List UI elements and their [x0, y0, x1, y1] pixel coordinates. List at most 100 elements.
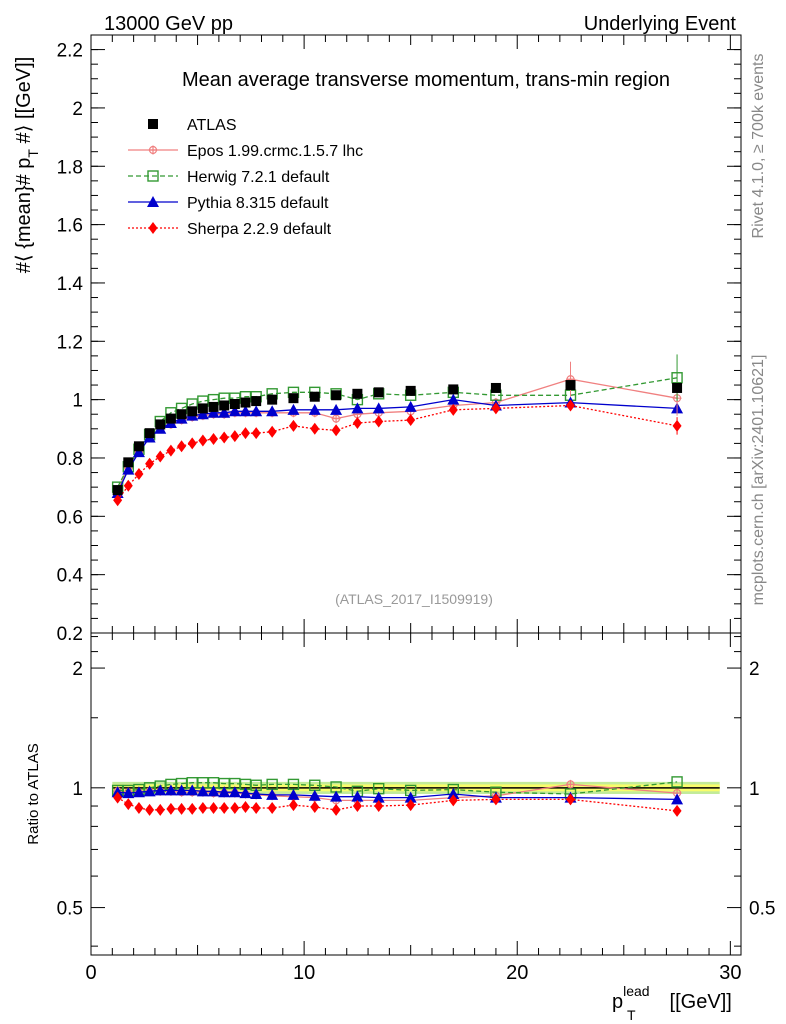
main-panel: 0.2 0.4 0.6 0.8 1 1.2 1.4 1.6 1.8 2 2.2 — [57, 34, 742, 645]
data-point-pythia — [308, 403, 321, 415]
y-tick-label: 0.8 — [57, 449, 83, 470]
data-point-pythia — [372, 402, 385, 414]
data-point-atlas — [123, 457, 134, 468]
data-point-sherpa — [209, 433, 219, 446]
ratio-point-pythia — [207, 785, 220, 797]
data-point-pythia — [132, 446, 145, 458]
ratio-point-pythia — [122, 787, 135, 799]
x-axis-label-sub: T — [627, 1007, 636, 1023]
data-point-atlas — [373, 387, 384, 398]
data-point-pythia — [196, 408, 209, 420]
data-point-atlas — [240, 397, 251, 408]
y-tick-label: 1.6 — [57, 216, 83, 237]
ratio-point-sherpa — [198, 801, 208, 814]
data-point-pythia — [330, 403, 343, 415]
data-point-sherpa — [145, 457, 155, 470]
legend-marker — [148, 119, 158, 129]
data-point-atlas — [448, 384, 459, 395]
ratio-point-sherpa — [187, 802, 197, 815]
data-point-pythia — [207, 406, 220, 418]
data-point-pythia — [447, 393, 460, 405]
y-axis-label-pre: #⟨ {mean}# p — [13, 158, 35, 274]
x-tick-label: 20 — [506, 962, 528, 984]
ratio-point-pythia — [164, 784, 177, 796]
ratio-point-sherpa — [219, 801, 229, 814]
x-axis-label: plead T [[GeV]] — [612, 983, 732, 1023]
ratio-point-pythia — [132, 786, 145, 798]
data-point-atlas — [490, 382, 501, 393]
legend-marker — [147, 170, 159, 182]
data-point-pythia — [266, 405, 279, 417]
data-point-sherpa — [352, 416, 362, 429]
data-point-sherpa — [288, 419, 298, 432]
data-point-sherpa — [406, 414, 416, 427]
data-point-atlas — [176, 409, 187, 420]
ratio-point-sherpa — [166, 802, 176, 815]
data-point-sherpa — [448, 403, 458, 416]
ratio-tick-label-right: 1 — [749, 779, 760, 800]
series-line-sherpa — [117, 404, 678, 501]
y-tick-label: 2.2 — [57, 41, 83, 62]
legend-marker — [148, 222, 158, 234]
ratio-point-pythia — [372, 791, 385, 803]
data-point-sherpa — [230, 430, 240, 443]
ratio-point-pythia — [154, 784, 167, 796]
series-line-herwig — [117, 377, 678, 488]
x-tick-label: 0 — [85, 962, 96, 984]
ratio-point-pythia — [671, 793, 684, 805]
ratio-point-pythia — [287, 788, 300, 800]
ratio-tick-label-right: 2 — [749, 659, 760, 680]
header-analysis: Underlying Event — [584, 13, 737, 35]
chart-title: Mean average transverse momentum, trans-… — [182, 69, 670, 91]
rivet-label: Rivet 4.1.0, ≥ 700k events — [750, 54, 767, 239]
ratio-point-sherpa — [352, 800, 362, 813]
ratio-point-sherpa — [491, 793, 501, 806]
data-point-atlas — [229, 399, 240, 410]
ratio-point-pythia — [218, 786, 231, 798]
y-tick-label: 1.4 — [57, 274, 84, 295]
data-point-sherpa — [331, 424, 341, 437]
ratio-point-sherpa — [310, 800, 320, 813]
ratio-point-pythia — [239, 787, 252, 799]
data-point-pythia — [404, 400, 417, 412]
x-axis-label-post: [[GeV]] — [664, 991, 732, 1013]
ratio-tick-label-right: 0.5 — [749, 899, 775, 920]
data-point-atlas — [197, 403, 208, 414]
x-axis-label-main: p — [612, 991, 623, 1013]
data-point-sherpa — [374, 415, 384, 428]
ratio-point-pythia — [175, 784, 188, 796]
y-tick-label: 2 — [72, 99, 83, 120]
data-point-atlas — [144, 428, 155, 439]
data-point-sherpa — [219, 431, 229, 444]
ratio-point-pythia — [330, 790, 343, 802]
ratio-tick-label: 2 — [72, 659, 83, 680]
ratio-point-sherpa — [331, 803, 341, 816]
data-point-atlas — [405, 385, 416, 396]
data-point-sherpa — [491, 402, 501, 415]
data-point-sherpa — [267, 425, 277, 438]
ratio-point-sherpa — [230, 801, 240, 814]
legend-label: ATLAS — [187, 117, 237, 134]
data-point-atlas — [288, 393, 299, 404]
ratio-point-sherpa — [123, 798, 133, 811]
ratio-point-pythia — [250, 787, 263, 799]
y-tick-label: 0.4 — [57, 566, 84, 587]
ratio-point-pythia — [228, 786, 241, 798]
data-point-atlas — [155, 419, 166, 430]
data-point-sherpa — [241, 427, 251, 440]
ratio-point-sherpa — [241, 800, 251, 813]
ratio-y-axis-label: Ratio to ATLAS — [25, 743, 42, 844]
ratio-point-pythia — [447, 787, 460, 799]
ratio-point-pythia — [351, 790, 364, 802]
data-point-sherpa — [134, 468, 144, 481]
y-tick-label: 1.8 — [57, 157, 83, 178]
ratio-point-pythia — [186, 784, 199, 796]
legend-label: Pythia 8.315 default — [187, 195, 329, 212]
ratio-point-sherpa — [134, 801, 144, 814]
legend-marker — [147, 196, 159, 207]
header-energy: 13000 GeV pp — [104, 13, 233, 35]
ratio-point-sherpa — [374, 800, 384, 813]
data-point-pythia — [287, 403, 300, 415]
ratio-point-sherpa — [288, 799, 298, 812]
